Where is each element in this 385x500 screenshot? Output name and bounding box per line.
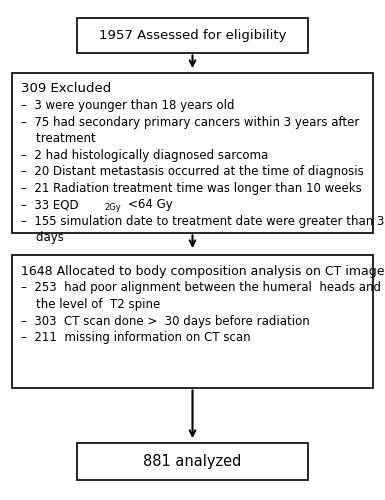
Text: –  3 were younger than 18 years old: – 3 were younger than 18 years old (21, 99, 235, 112)
FancyBboxPatch shape (12, 255, 373, 388)
Text: –  211  missing information on CT scan: – 211 missing information on CT scan (21, 331, 251, 344)
Text: –  155 simulation date to treatment date were greater than 30: – 155 simulation date to treatment date … (21, 214, 385, 228)
Text: –  253  had poor alignment between the humeral  heads and: – 253 had poor alignment between the hum… (21, 282, 381, 294)
Text: –  75 had secondary primary cancers within 3 years after: – 75 had secondary primary cancers withi… (21, 116, 360, 128)
Text: –  303  CT scan done >  30 days before radiation: – 303 CT scan done > 30 days before radi… (21, 314, 310, 328)
FancyBboxPatch shape (77, 18, 308, 52)
Text: –  2 had histologically diagnosed sarcoma: – 2 had histologically diagnosed sarcoma (21, 148, 268, 162)
Text: <64 Gy: <64 Gy (128, 198, 173, 211)
Text: 1648 Allocated to body composition analysis on CT images: 1648 Allocated to body composition analy… (21, 265, 385, 278)
Text: –  33 EQD: – 33 EQD (21, 198, 79, 211)
Text: –  20 Distant metastasis occurred at the time of diagnosis: – 20 Distant metastasis occurred at the … (21, 165, 364, 178)
FancyBboxPatch shape (77, 442, 308, 480)
Text: –  21 Radiation treatment time was longer than 10 weeks: – 21 Radiation treatment time was longer… (21, 182, 362, 194)
Text: 881 analyzed: 881 analyzed (143, 454, 242, 469)
Text: 309 Excluded: 309 Excluded (21, 82, 111, 96)
Text: treatment: treatment (21, 132, 96, 145)
Text: 2Gy: 2Gy (104, 203, 121, 212)
Text: days: days (21, 231, 64, 244)
Text: the level of  T2 spine: the level of T2 spine (21, 298, 161, 311)
FancyBboxPatch shape (12, 72, 373, 233)
Text: 1957 Assessed for eligibility: 1957 Assessed for eligibility (99, 29, 286, 42)
